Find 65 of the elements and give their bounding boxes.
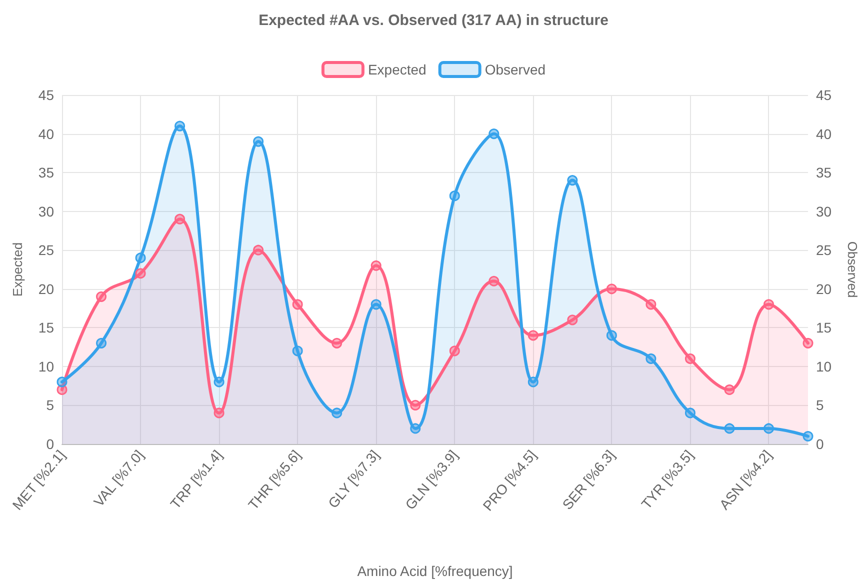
point bbox=[292, 299, 303, 310]
y-axis-title: Expected bbox=[10, 242, 25, 297]
point bbox=[174, 120, 186, 132]
point bbox=[135, 268, 146, 279]
y2-tick-label: 5 bbox=[816, 397, 824, 414]
point bbox=[802, 430, 814, 442]
y-tick-label: 30 bbox=[38, 203, 54, 220]
point bbox=[253, 244, 264, 256]
y2-tick-label: 30 bbox=[816, 203, 832, 220]
point bbox=[410, 400, 421, 410]
point bbox=[606, 284, 617, 294]
point bbox=[488, 276, 500, 286]
point bbox=[370, 299, 382, 310]
legend-label: Expected bbox=[368, 62, 426, 78]
y2-tick-label: 20 bbox=[816, 280, 832, 297]
point bbox=[214, 376, 224, 388]
point bbox=[684, 353, 696, 364]
point bbox=[332, 338, 342, 348]
y-tick-label: 0 bbox=[46, 436, 54, 452]
y-tick-label: 25 bbox=[38, 242, 54, 258]
y-tick-label: 20 bbox=[38, 280, 54, 297]
point bbox=[567, 314, 578, 326]
point bbox=[292, 346, 303, 356]
y2-tick-label: 15 bbox=[816, 320, 832, 336]
y-tick-label: 40 bbox=[38, 126, 54, 142]
y2-axis-title: Observed bbox=[845, 241, 860, 298]
y-tick-label: 10 bbox=[38, 358, 54, 374]
chart-title: Expected #AA vs. Observed (317 AA) in structure bbox=[258, 12, 608, 29]
point bbox=[96, 338, 107, 348]
point bbox=[567, 175, 578, 186]
point bbox=[174, 214, 186, 224]
y2-tick-label: 25 bbox=[816, 242, 832, 258]
point bbox=[253, 136, 264, 147]
x-axis-title: Amino Acid [%frequency] bbox=[357, 563, 513, 579]
legend-label: Observed bbox=[484, 62, 546, 78]
point bbox=[449, 190, 460, 202]
point bbox=[528, 330, 538, 341]
y2-tick-label: 40 bbox=[816, 126, 832, 142]
point bbox=[135, 252, 146, 264]
y-tick-label: 5 bbox=[46, 397, 54, 414]
point bbox=[763, 299, 774, 310]
point bbox=[332, 408, 342, 418]
point bbox=[802, 338, 814, 348]
point bbox=[724, 384, 735, 395]
point bbox=[370, 260, 382, 271]
y-tick-label: 15 bbox=[38, 320, 54, 336]
point bbox=[528, 376, 538, 388]
point bbox=[488, 128, 500, 140]
y2-tick-label: 45 bbox=[816, 87, 832, 103]
point bbox=[646, 353, 656, 364]
point bbox=[684, 408, 696, 418]
point bbox=[96, 291, 107, 302]
y-tick-label: 45 bbox=[38, 87, 54, 103]
y2-tick-label: 10 bbox=[816, 358, 832, 374]
y-tick-label: 35 bbox=[38, 164, 54, 181]
point bbox=[214, 408, 224, 418]
point bbox=[763, 423, 774, 434]
y2-tick-label: 35 bbox=[816, 164, 832, 181]
point bbox=[646, 299, 656, 310]
point bbox=[56, 376, 68, 388]
point bbox=[724, 423, 735, 434]
y2-tick-label: 0 bbox=[816, 436, 824, 452]
point bbox=[410, 423, 421, 434]
point bbox=[606, 330, 617, 341]
point bbox=[449, 346, 460, 356]
